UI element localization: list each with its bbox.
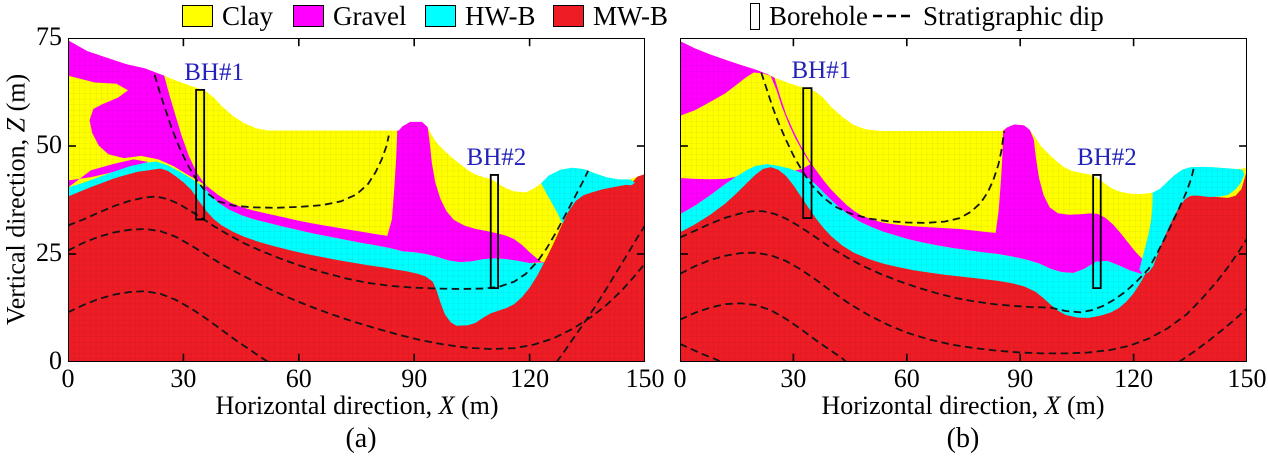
- dashed-line-icon: [873, 14, 913, 18]
- x-tick-label: 120: [510, 364, 550, 393]
- stratigraphic-dip-curve: [557, 225, 645, 362]
- panel-a-plot: [68, 38, 645, 362]
- stratigraphic-dip-curve: [68, 291, 268, 362]
- borehole-label: BH#2: [1077, 143, 1137, 171]
- x-axis-label-b: Horizontal direction, X (m): [821, 391, 1105, 420]
- borehole-label: BH#2: [466, 143, 527, 171]
- hwb-swatch-icon: [425, 5, 456, 27]
- x-tick-label: 30: [780, 364, 807, 393]
- borehole-label: BH#1: [791, 57, 852, 85]
- legend-item-dip: Stratigraphic dip: [872, 1, 1104, 31]
- cross-section-b: [680, 38, 1247, 362]
- x-axis-label-a: Horizontal direction, X (m): [215, 391, 499, 420]
- clay-swatch-icon: [182, 5, 213, 27]
- caption-a: (a): [345, 423, 377, 454]
- mwb-swatch-icon: [553, 5, 584, 27]
- x-tick-label: 30: [170, 364, 197, 393]
- cross-section-a: [68, 38, 645, 362]
- y-tick-label: 75: [36, 22, 62, 51]
- gravel-swatch-icon: [293, 5, 324, 27]
- stratigraphic-dip-curve: [68, 229, 645, 349]
- legend-label: HW-B: [465, 1, 536, 31]
- borehole: [491, 175, 498, 288]
- stratigraphic-dip-curve: [761, 73, 1004, 223]
- x-tick-label: 150: [625, 364, 665, 393]
- legend-label: Gravel: [333, 1, 407, 31]
- legend-label: Clay: [222, 1, 273, 31]
- legend-item-gravel: Gravel: [293, 1, 406, 31]
- x-tick-label: 90: [401, 364, 428, 393]
- stratigraphic-dip-curve: [1179, 308, 1247, 362]
- stratigraphic-dip-curve: [680, 167, 1194, 313]
- panel-b-plot: [680, 38, 1247, 362]
- grid-mesh-overlay: [68, 40, 645, 362]
- borehole-label: BH#1: [184, 58, 244, 86]
- x-tick-label: 120: [1114, 364, 1154, 393]
- stratigraphic-dip-curve: [680, 344, 722, 362]
- borehole: [196, 90, 204, 220]
- legend-item-mwb: MW-B: [553, 1, 668, 31]
- legend-label: Borehole: [769, 1, 868, 31]
- legend-item-hwb: HW-B: [425, 1, 536, 31]
- stratigraphic-dip-curve: [155, 75, 389, 208]
- x-tick-label: 60: [893, 364, 920, 393]
- y-tick-label: 50: [36, 130, 62, 159]
- x-tick-label: 150: [1227, 364, 1267, 393]
- legend-item-clay: Clay: [182, 1, 273, 31]
- y-tick-label: 0: [49, 346, 62, 375]
- legend-label: MW-B: [593, 1, 669, 31]
- y-tick-label: 25: [36, 238, 62, 267]
- x-tick-label: 90: [1007, 364, 1034, 393]
- x-tick-label: 0: [673, 364, 687, 393]
- legend-label: Stratigraphic dip: [923, 1, 1104, 31]
- borehole: [803, 88, 811, 218]
- stratigraphic-dip-curve: [68, 160, 593, 289]
- borehole: [1093, 175, 1101, 288]
- y-axis-label: Vertical direction, Z (m): [1, 73, 31, 326]
- legend-item-borehole: Borehole: [750, 1, 868, 31]
- borehole-icon: [750, 2, 760, 30]
- caption-b: (b): [946, 423, 980, 454]
- stratigraphic-dip-curve: [680, 238, 1247, 353]
- x-tick-label: 0: [61, 364, 75, 393]
- x-tick-label: 60: [285, 364, 312, 393]
